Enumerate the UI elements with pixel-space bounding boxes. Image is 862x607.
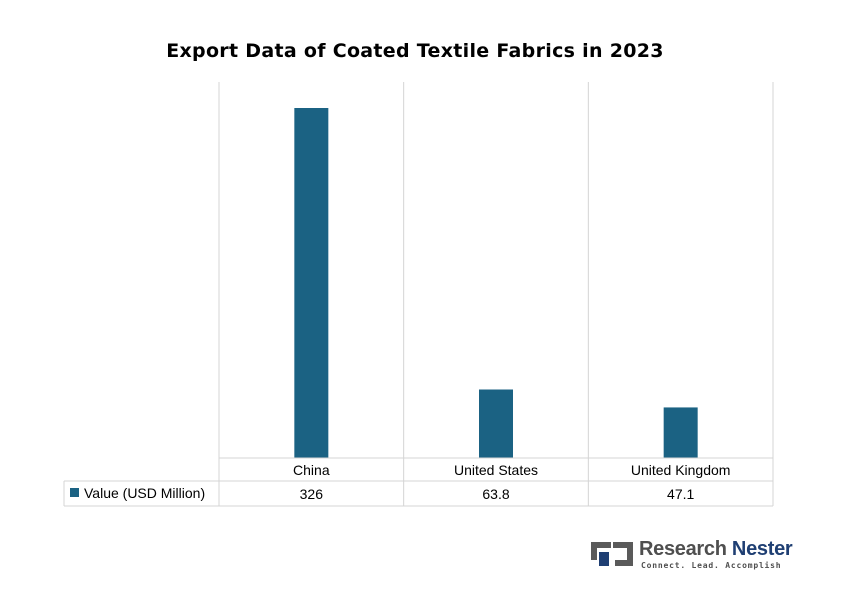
bar bbox=[479, 389, 513, 458]
legend-key bbox=[70, 488, 79, 497]
logo-tagline: Connect. Lead. Accomplish bbox=[641, 561, 782, 570]
category-label: United States bbox=[454, 462, 538, 478]
chart-gridlines bbox=[218, 82, 774, 506]
category-label: United Kingdom bbox=[631, 462, 731, 478]
bar bbox=[663, 407, 698, 458]
logo-mark-icon bbox=[591, 542, 633, 566]
bar bbox=[294, 108, 329, 458]
value-cell: 63.8 bbox=[482, 486, 509, 502]
chart-title: Export Data of Coated Textile Fabrics in… bbox=[166, 40, 664, 62]
value-cell: 47.1 bbox=[667, 486, 694, 502]
research-nester-logo: Research Nester Connect. Lead. Accomplis… bbox=[587, 536, 793, 572]
logo-name: Research Nester bbox=[639, 538, 793, 560]
chart-bars bbox=[294, 108, 698, 458]
value-cell: 326 bbox=[300, 486, 324, 502]
category-label: China bbox=[293, 462, 330, 478]
data-table: China United States United Kingdom Value (U… bbox=[63, 457, 773, 507]
series-label: Value (USD Million) bbox=[84, 485, 205, 501]
